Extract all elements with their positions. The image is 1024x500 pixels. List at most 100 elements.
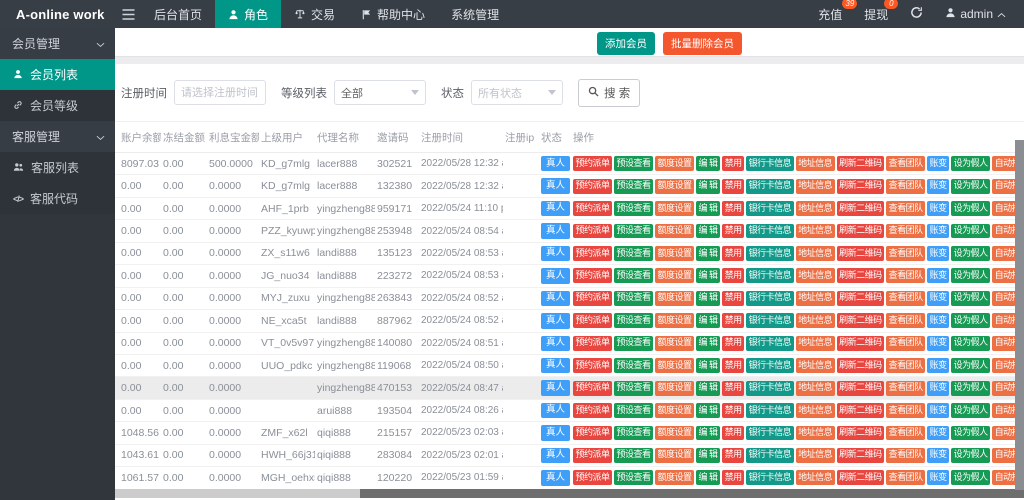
action-edit-button[interactable]: 编 辑	[696, 313, 721, 329]
action-disable-button[interactable]: 禁用	[722, 246, 745, 261]
action-refresh-qrcode-button[interactable]: 刷新二维码	[836, 268, 885, 284]
action-preset-view-button[interactable]: 预设查看	[614, 335, 654, 351]
action-disable-button[interactable]: 禁用	[722, 178, 745, 194]
action-preset-view-button[interactable]: 预设查看	[614, 447, 654, 463]
action-disable-button[interactable]: 禁用	[722, 358, 745, 374]
status-real-button[interactable]: 真人	[541, 357, 571, 374]
tab-trade[interactable]: 交易	[281, 0, 348, 28]
action-address-info-button[interactable]: 地址信息	[795, 268, 835, 284]
action-edit-button[interactable]: 编 辑	[696, 268, 721, 284]
action-refresh-qrcode-button[interactable]: 刷新二维码	[836, 246, 885, 261]
sidebar-item-member-level[interactable]: 会员等级	[0, 90, 115, 121]
action-refresh-qrcode-button[interactable]: 刷新二维码	[836, 403, 885, 418]
action-balance-change-button[interactable]: 账变	[927, 178, 950, 194]
horizontal-scrollbar-thumb[interactable]	[360, 489, 1024, 498]
action-bank-card-info-button[interactable]: 银行卡信息	[746, 403, 794, 418]
action-refresh-qrcode-button[interactable]: 刷新二维码	[836, 223, 885, 239]
tab-dashboard[interactable]: 后台首页	[141, 0, 215, 28]
action-bank-card-info-button[interactable]: 银行卡信息	[746, 470, 794, 486]
action-refresh-qrcode-button[interactable]: 刷新二维码	[836, 470, 885, 486]
action-quota-settings-button[interactable]: 额度设置	[655, 268, 695, 284]
action-preset-view-button[interactable]: 预设查看	[614, 223, 654, 239]
action-view-team-button[interactable]: 查看团队	[886, 403, 926, 418]
action-balance-change-button[interactable]: 账变	[927, 313, 950, 329]
action-quota-settings-button[interactable]: 额度设置	[655, 178, 695, 194]
action-balance-change-button[interactable]: 账变	[927, 470, 950, 486]
add-member-button[interactable]: 添加会员	[597, 32, 655, 55]
action-disable-button[interactable]: 禁用	[722, 403, 745, 418]
action-set-as-fake-button[interactable]: 设为假人	[951, 447, 991, 463]
action-set-as-fake-button[interactable]: 设为假人	[951, 201, 991, 217]
status-real-button[interactable]: 真人	[541, 156, 571, 172]
action-set-as-fake-button[interactable]: 设为假人	[951, 223, 991, 239]
action-refresh-qrcode-button[interactable]: 刷新二维码	[836, 290, 885, 306]
action-balance-change-button[interactable]: 账变	[927, 447, 950, 463]
action-reserve-dispatch-button[interactable]: 预约派单	[573, 268, 613, 284]
batch-delete-member-button[interactable]: 批量删除会员	[663, 32, 742, 55]
action-address-info-button[interactable]: 地址信息	[795, 201, 835, 217]
action-disable-button[interactable]: 禁用	[722, 470, 745, 486]
action-preset-view-button[interactable]: 预设查看	[614, 246, 654, 261]
action-refresh-qrcode-button[interactable]: 刷新二维码	[836, 313, 885, 329]
action-bank-card-info-button[interactable]: 银行卡信息	[746, 380, 794, 396]
action-reserve-dispatch-button[interactable]: 预约派单	[573, 447, 613, 463]
action-edit-button[interactable]: 编 辑	[696, 425, 721, 441]
action-refresh-qrcode-button[interactable]: 刷新二维码	[836, 447, 885, 463]
action-reserve-dispatch-button[interactable]: 预约派单	[573, 290, 613, 306]
sidebar-section-member-management[interactable]: 会员管理	[0, 28, 115, 59]
action-view-team-button[interactable]: 查看团队	[886, 358, 926, 374]
action-reserve-dispatch-button[interactable]: 预约派单	[573, 246, 613, 261]
action-address-info-button[interactable]: 地址信息	[795, 223, 835, 239]
search-button[interactable]: 搜 索	[578, 78, 641, 107]
action-preset-view-button[interactable]: 预设查看	[614, 290, 654, 306]
action-quota-settings-button[interactable]: 额度设置	[655, 470, 695, 486]
action-set-as-fake-button[interactable]: 设为假人	[951, 290, 991, 306]
action-bank-card-info-button[interactable]: 银行卡信息	[746, 425, 794, 441]
action-balance-change-button[interactable]: 账变	[927, 223, 950, 239]
action-quota-settings-button[interactable]: 额度设置	[655, 380, 695, 396]
action-preset-view-button[interactable]: 预设查看	[614, 403, 654, 418]
action-quota-settings-button[interactable]: 额度设置	[655, 156, 695, 172]
action-edit-button[interactable]: 编 辑	[696, 290, 721, 306]
action-view-team-button[interactable]: 查看团队	[886, 425, 926, 441]
action-preset-view-button[interactable]: 预设查看	[614, 470, 654, 486]
action-view-team-button[interactable]: 查看团队	[886, 290, 926, 306]
action-set-as-fake-button[interactable]: 设为假人	[951, 156, 991, 172]
action-disable-button[interactable]: 禁用	[722, 313, 745, 329]
action-set-as-fake-button[interactable]: 设为假人	[951, 403, 991, 418]
action-set-as-fake-button[interactable]: 设为假人	[951, 470, 991, 486]
status-real-button[interactable]: 真人	[541, 200, 571, 217]
status-real-button[interactable]: 真人	[541, 290, 571, 307]
action-quota-settings-button[interactable]: 额度设置	[655, 447, 695, 463]
horizontal-scrollbar[interactable]	[115, 489, 1024, 498]
action-view-team-button[interactable]: 查看团队	[886, 178, 926, 194]
action-balance-change-button[interactable]: 账变	[927, 290, 950, 306]
action-edit-button[interactable]: 编 辑	[696, 380, 721, 396]
action-reserve-dispatch-button[interactable]: 预约派单	[573, 425, 613, 441]
action-view-team-button[interactable]: 查看团队	[886, 156, 926, 172]
action-preset-view-button[interactable]: 预设查看	[614, 178, 654, 194]
tab-role[interactable]: 角色	[215, 0, 282, 28]
action-reserve-dispatch-button[interactable]: 预约派单	[573, 358, 613, 374]
action-disable-button[interactable]: 禁用	[722, 447, 745, 463]
action-balance-change-button[interactable]: 账变	[927, 425, 950, 441]
status-real-button[interactable]: 真人	[541, 380, 571, 396]
action-view-team-button[interactable]: 查看团队	[886, 380, 926, 396]
action-bank-card-info-button[interactable]: 银行卡信息	[746, 156, 794, 172]
status-real-button[interactable]: 真人	[541, 313, 571, 329]
action-bank-card-info-button[interactable]: 银行卡信息	[746, 447, 794, 463]
action-address-info-button[interactable]: 地址信息	[795, 403, 835, 418]
admin-menu[interactable]: admin	[945, 7, 1006, 21]
status-real-button[interactable]: 真人	[541, 447, 571, 464]
action-preset-view-button[interactable]: 预设查看	[614, 313, 654, 329]
action-address-info-button[interactable]: 地址信息	[795, 246, 835, 261]
action-reserve-dispatch-button[interactable]: 预约派单	[573, 156, 613, 172]
action-bank-card-info-button[interactable]: 银行卡信息	[746, 268, 794, 284]
withdraw-link[interactable]: 提现 0	[864, 0, 899, 23]
action-edit-button[interactable]: 编 辑	[696, 223, 721, 239]
action-reserve-dispatch-button[interactable]: 预约派单	[573, 201, 613, 217]
sidebar-section-service-management[interactable]: 客服管理	[0, 121, 115, 152]
action-address-info-button[interactable]: 地址信息	[795, 313, 835, 329]
action-balance-change-button[interactable]: 账变	[927, 335, 950, 351]
action-address-info-button[interactable]: 地址信息	[795, 335, 835, 351]
